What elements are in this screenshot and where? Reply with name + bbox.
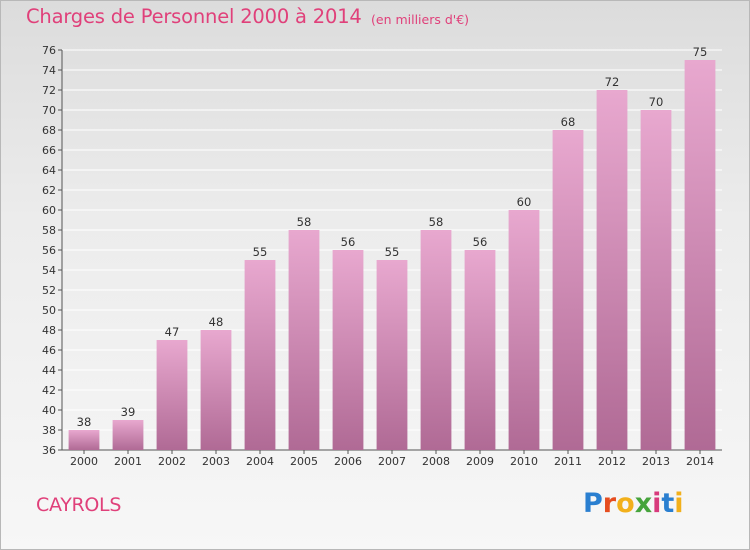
logo-letter: i	[674, 488, 684, 519]
labels: 2000 38 2001 39 2002 47 2003 48 2004 55 2005 58 2006…	[70, 45, 714, 468]
y-tick-label: 42	[42, 384, 56, 397]
logo-letter: t	[661, 488, 675, 519]
x-tick-label: 2004	[246, 455, 274, 468]
data-label: 56	[341, 235, 356, 249]
y-tick-label: 68	[42, 124, 56, 137]
bar-2011	[552, 130, 584, 450]
data-label: 47	[165, 325, 180, 339]
y-tick-label: 60	[42, 204, 56, 217]
bars	[68, 60, 716, 450]
bar-2012	[596, 90, 628, 450]
x-tick-label: 2012	[598, 455, 626, 468]
x-tick-label: 2009	[466, 455, 494, 468]
commune-name: CAYROLS	[36, 494, 122, 516]
data-label: 70	[649, 95, 664, 109]
data-label: 60	[517, 195, 532, 209]
axes: 36 38 40 42 44 46 48 50 52 54 56 58 60 62 64 66 68 70 72 74…	[42, 44, 722, 457]
bar-2008	[420, 230, 452, 450]
bar-2006	[332, 250, 364, 450]
x-tick-label: 2003	[202, 455, 230, 468]
x-tick-label: 2011	[554, 455, 582, 468]
y-tick-label: 76	[42, 44, 56, 57]
x-tick-label: 2014	[686, 455, 714, 468]
data-label: 56	[473, 235, 488, 249]
y-tick-label: 54	[42, 264, 56, 277]
y-tick-label: 64	[42, 164, 56, 177]
y-tick-label: 38	[42, 424, 56, 437]
x-tick-label: 2005	[290, 455, 318, 468]
y-tick-label: 56	[42, 244, 56, 257]
x-tick-label: 2000	[70, 455, 98, 468]
logo-letter: o	[616, 488, 635, 519]
logo-letter: r	[602, 488, 617, 519]
chart-subtitle: (en milliers d'€)	[371, 12, 470, 27]
bar-2002	[156, 340, 188, 450]
y-tick-label: 62	[42, 184, 56, 197]
bar-2010	[508, 210, 540, 450]
bar-2014	[684, 60, 716, 450]
y-tick-label: 36	[42, 444, 56, 457]
logo-letter: P	[583, 488, 603, 519]
x-tick-label: 2006	[334, 455, 362, 468]
data-label: 58	[297, 215, 312, 229]
proxiti-logo[interactable]: Proxiti	[583, 488, 684, 519]
data-label: 68	[561, 115, 576, 129]
y-tick-label: 72	[42, 84, 56, 97]
y-tick-label: 52	[42, 284, 56, 297]
data-label: 39	[121, 405, 136, 419]
data-label: 58	[429, 215, 444, 229]
y-tick-label: 74	[42, 64, 56, 77]
bar-2005	[288, 230, 320, 450]
y-tick-label: 40	[42, 404, 56, 417]
data-label: 55	[385, 245, 400, 259]
x-tick-label: 2013	[642, 455, 670, 468]
bar-2004	[244, 260, 276, 450]
bar-2009	[464, 250, 496, 450]
bar-2001	[112, 420, 144, 450]
data-label: 72	[605, 75, 620, 89]
bar-2013	[640, 110, 672, 450]
chart-title: Charges de Personnel 2000 à 2014	[26, 5, 362, 28]
x-tick-label: 2007	[378, 455, 406, 468]
y-tick-label: 46	[42, 344, 56, 357]
logo-letter: x	[634, 488, 653, 519]
data-label: 55	[253, 245, 268, 259]
data-label: 75	[693, 45, 708, 59]
y-tick-label: 50	[42, 304, 56, 317]
data-label: 48	[209, 315, 224, 329]
x-tick-label: 2010	[510, 455, 538, 468]
x-tick-label: 2008	[422, 455, 450, 468]
y-tick-label: 58	[42, 224, 56, 237]
x-tick-label: 2002	[158, 455, 186, 468]
bar-2000	[68, 430, 100, 450]
y-tick-label: 44	[42, 364, 56, 377]
logo-letter: i	[652, 488, 662, 519]
data-label: 38	[77, 415, 92, 429]
x-tick-label: 2001	[114, 455, 142, 468]
bar-2003	[200, 330, 232, 450]
y-tick-label: 48	[42, 324, 56, 337]
y-tick-label: 66	[42, 144, 56, 157]
y-tick-label: 70	[42, 104, 56, 117]
bar-2007	[376, 260, 408, 450]
